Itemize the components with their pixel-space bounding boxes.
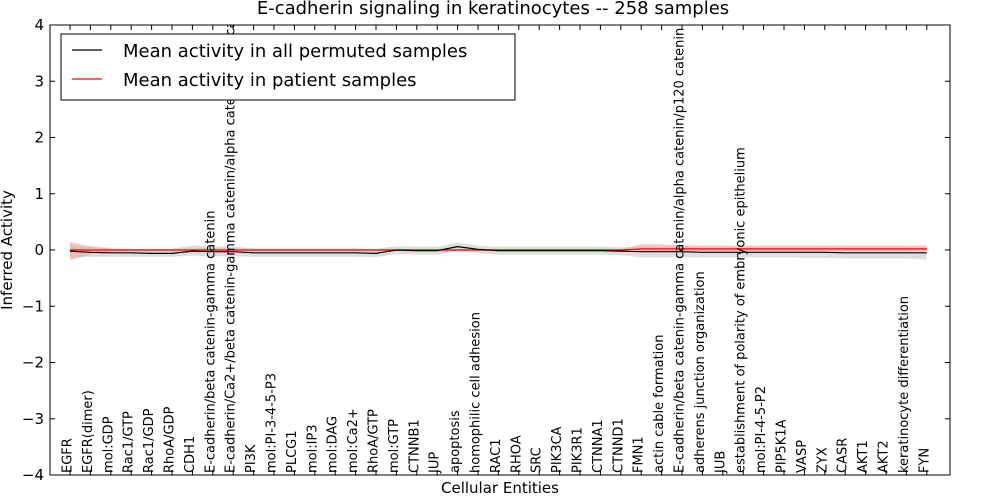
y-tick-label: −4 <box>22 466 44 484</box>
y-tick-label: 0 <box>34 241 44 259</box>
category-label: AKT2 <box>877 440 892 473</box>
category-label: FYN <box>917 448 932 473</box>
y-tick-label: −2 <box>22 354 44 372</box>
legend-label-permuted: Mean activity in all permuted samples <box>123 41 467 62</box>
category-label: CTNNB1 <box>407 419 422 473</box>
category-label: PLCG1 <box>285 430 300 473</box>
category-label: E-cadherin/Ca2+/beta catenin-gamma caten… <box>224 0 239 473</box>
y-tick-label: 1 <box>34 185 44 203</box>
category-label: RhoA/GTP <box>367 409 382 473</box>
category-label: actin cable formation <box>652 335 667 473</box>
category-label: mol:GTP <box>387 419 402 473</box>
y-tick-label: 2 <box>34 129 44 147</box>
category-label: SRC <box>530 447 545 473</box>
category-label: PIP5K1A <box>775 419 790 473</box>
category-label: establishment of polarity of embryonic e… <box>734 147 749 473</box>
category-label: ZYX <box>815 447 830 473</box>
series-lines <box>69 245 927 255</box>
category-label: E-cadherin/beta catenin-gamma catenin/al… <box>673 28 688 473</box>
line-permuted <box>69 245 927 255</box>
category-label: Rac1/GDP <box>142 408 157 473</box>
category-label: EGFR <box>61 438 76 473</box>
category-label: VASP <box>795 440 810 473</box>
category-label: JUB <box>713 451 728 474</box>
category-label: E-cadherin/beta catenin-gamma catenin <box>203 211 218 473</box>
category-label: adherens junction organization <box>693 271 708 473</box>
category-labels: EGFR EGFR(dimer) mol:GDP Rac1/GTP Rac1/GDP Rh… <box>61 0 933 474</box>
category-label: RhoA/GDP <box>163 406 178 473</box>
category-label: homophilic cell adhesion <box>469 312 484 473</box>
legend-label-patient: Mean activity in patient samples <box>123 70 417 91</box>
category-label: mol:Ca2+ <box>346 408 361 473</box>
category-label: FMN1 <box>632 436 647 473</box>
x-ticks <box>69 25 928 475</box>
legend: Mean activity in all permuted samples Me… <box>60 33 516 101</box>
category-label: PIK3CA <box>550 426 565 473</box>
category-label: mol:DAG <box>326 416 341 473</box>
category-label: mol:PI-3-4-5-P3 <box>265 373 280 473</box>
y-axis-label: Inferred Activity <box>0 190 16 310</box>
category-label: EGFR(dimer) <box>81 390 96 473</box>
category-label: apoptosis <box>448 410 463 473</box>
y-tick-label: 3 <box>34 72 44 90</box>
category-label: CDH1 <box>183 436 198 473</box>
category-label: CTNND1 <box>611 418 626 473</box>
category-label: mol:GDP <box>101 416 116 473</box>
category-label: RAC1 <box>489 438 504 473</box>
y-ticks: −4 −3 −2 −1 0 1 2 3 4 <box>22 16 950 484</box>
x-axis-label: Cellular Entities <box>441 479 559 497</box>
category-label: CASR <box>836 438 851 473</box>
category-label: AKT1 <box>856 440 871 473</box>
y-tick-label: 4 <box>34 16 44 34</box>
category-label: PIK3R1 <box>571 427 586 473</box>
category-label: keratinocyte differentiation <box>897 296 912 473</box>
y-tick-label: −3 <box>22 410 44 428</box>
category-label: PI3K <box>244 444 259 473</box>
category-label: JUP <box>428 452 443 474</box>
legend-box <box>60 33 516 101</box>
plot-frame <box>49 24 951 476</box>
chart-title: E-cadherin signaling in keratinocytes --… <box>257 0 729 19</box>
category-label: Rac1/GTP <box>122 411 137 473</box>
category-label: mol:PI-4-5-P2 <box>754 386 769 473</box>
y-tick-label: −1 <box>22 297 44 315</box>
category-label: CTNNA1 <box>591 419 606 473</box>
category-label: RHOA <box>509 435 524 473</box>
category-label: mol:IP3 <box>305 424 320 473</box>
